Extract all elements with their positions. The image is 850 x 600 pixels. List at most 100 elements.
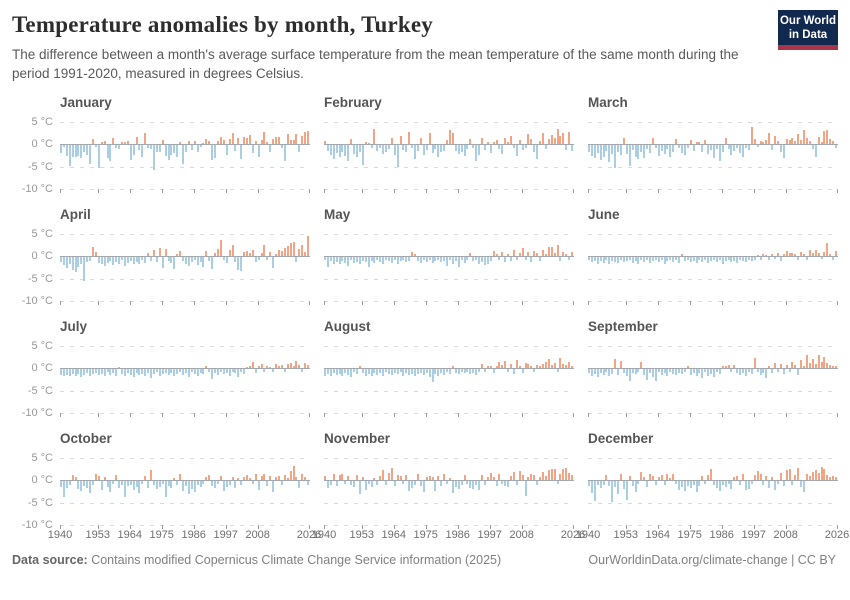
bar <box>234 481 237 488</box>
x-tick-label: 2008 <box>509 529 534 541</box>
bar <box>718 145 721 161</box>
bar <box>501 481 504 485</box>
bar <box>292 465 295 481</box>
bar <box>431 145 434 154</box>
bar <box>533 369 536 372</box>
bar <box>634 145 637 157</box>
x-tick <box>489 413 491 418</box>
bar <box>278 365 281 369</box>
bar <box>747 481 750 490</box>
bar <box>158 369 161 376</box>
bar <box>608 145 611 163</box>
bar <box>269 145 272 152</box>
bar <box>808 141 811 145</box>
bar <box>478 481 481 491</box>
gridline <box>60 390 310 392</box>
bar <box>683 145 686 156</box>
bar <box>179 369 182 373</box>
x-tick <box>257 189 259 194</box>
bar <box>643 257 646 262</box>
bar <box>617 369 620 375</box>
bar <box>358 481 361 494</box>
bar <box>533 474 536 481</box>
bar <box>211 145 214 161</box>
y-tick-label: 5 °C <box>31 115 53 128</box>
bar <box>669 477 672 481</box>
bar <box>765 476 768 481</box>
bar <box>588 145 590 152</box>
bar <box>608 369 611 377</box>
bar <box>382 470 385 481</box>
bar <box>765 254 768 257</box>
gridline <box>324 413 574 415</box>
bar <box>379 257 382 262</box>
bar <box>179 473 182 481</box>
bar <box>419 369 422 373</box>
gridline <box>588 233 838 235</box>
bar <box>307 365 310 369</box>
bar <box>472 481 475 490</box>
bar <box>402 369 405 376</box>
bar <box>121 481 124 486</box>
bar <box>425 257 428 262</box>
zero-axis-line <box>324 256 574 258</box>
bar <box>187 481 190 495</box>
bar <box>353 369 356 373</box>
bar <box>292 242 295 257</box>
bar <box>599 481 602 488</box>
bar <box>683 257 686 262</box>
x-tick-label: 1940 <box>311 529 337 541</box>
month-chart-october: October 5 °C 0 °C -5 °C -10 °C 1940 1953 1964 19… <box>12 431 322 545</box>
bar <box>60 369 62 375</box>
bar <box>237 257 240 270</box>
bar <box>765 369 768 379</box>
bar <box>713 145 715 159</box>
bar <box>115 369 118 376</box>
bar <box>562 133 565 145</box>
month-title: October <box>60 431 112 446</box>
bar <box>556 369 559 372</box>
bar <box>301 473 304 481</box>
bar <box>602 257 605 263</box>
bar <box>396 257 399 264</box>
bar <box>260 364 263 369</box>
bar <box>730 145 733 155</box>
x-tick <box>457 525 459 530</box>
bar <box>776 369 779 372</box>
page-title: Temperature anomalies by month, Turkey <box>12 12 434 37</box>
bar <box>208 141 211 145</box>
bar <box>292 366 295 369</box>
bar <box>103 369 106 376</box>
bar <box>155 481 158 490</box>
bar <box>480 257 483 262</box>
bar <box>446 257 449 267</box>
bar <box>243 252 246 257</box>
owid-url-link[interactable]: OurWorldinData.org/climate-change <box>588 553 788 567</box>
owid-logo[interactable]: Our World in Data <box>778 10 838 50</box>
bar <box>721 365 724 369</box>
gridline <box>588 189 838 191</box>
bar <box>657 257 660 263</box>
bar <box>501 252 504 257</box>
bar <box>118 257 121 264</box>
y-tick-label: 5 °C <box>31 451 53 464</box>
bar <box>640 145 643 153</box>
bar <box>739 369 742 375</box>
bar <box>329 145 332 155</box>
bar <box>565 145 568 150</box>
bar <box>254 369 257 373</box>
gridline <box>588 121 838 123</box>
owid-logo-line2: in Data <box>788 29 828 41</box>
gridline <box>60 278 310 280</box>
x-axis-labels: 1940 1953 1964 1975 1986 1997 2008 2026 <box>312 529 585 545</box>
bar <box>283 248 286 257</box>
bar <box>144 132 147 145</box>
bar <box>411 481 414 488</box>
bar <box>341 257 344 261</box>
bar <box>713 369 715 377</box>
bar <box>161 257 164 269</box>
zero-axis-line <box>60 368 310 370</box>
x-tick <box>193 413 195 418</box>
chart-header: Temperature anomalies by month, Turkey T… <box>12 10 840 83</box>
bar <box>794 474 797 481</box>
